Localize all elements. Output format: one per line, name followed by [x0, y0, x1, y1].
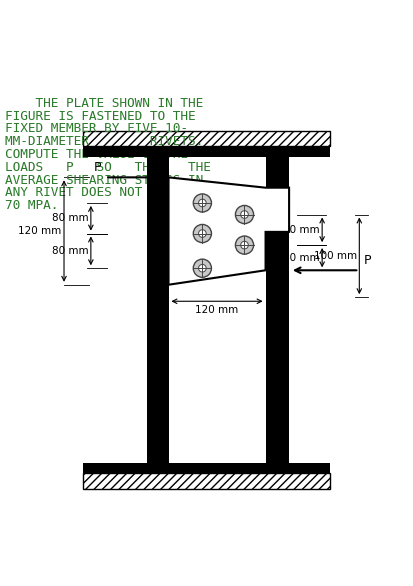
Text: P: P — [94, 161, 101, 174]
Text: LOADS   P   SO   THAT   THE: LOADS P SO THAT THE — [5, 161, 211, 174]
Bar — [83, 473, 330, 489]
Text: THE PLATE SHOWN IN THE: THE PLATE SHOWN IN THE — [5, 97, 203, 110]
Circle shape — [241, 211, 248, 219]
Text: 120 mm: 120 mm — [18, 226, 61, 236]
Circle shape — [199, 264, 206, 272]
Circle shape — [199, 230, 206, 237]
Text: 80 mm: 80 mm — [52, 246, 89, 256]
Text: COMPUTE THE VALUE OF THE: COMPUTE THE VALUE OF THE — [5, 148, 188, 161]
Text: AVERAGE SHEARING STRESS IN: AVERAGE SHEARING STRESS IN — [5, 173, 203, 187]
Text: 70 MPA.: 70 MPA. — [5, 199, 58, 212]
Bar — [266, 146, 289, 473]
Circle shape — [199, 199, 206, 207]
Text: 40 mm: 40 mm — [283, 253, 320, 263]
Text: 100 mm: 100 mm — [314, 251, 357, 261]
Circle shape — [235, 236, 254, 254]
Circle shape — [193, 194, 211, 212]
Text: FIGURE IS FASTENED TO THE: FIGURE IS FASTENED TO THE — [5, 110, 196, 122]
Text: 80 mm: 80 mm — [52, 213, 89, 223]
Bar — [147, 146, 169, 473]
Polygon shape — [169, 178, 289, 285]
Text: 120 mm: 120 mm — [195, 305, 239, 315]
Circle shape — [235, 206, 254, 224]
Bar — [83, 131, 330, 146]
Circle shape — [241, 241, 248, 249]
Circle shape — [193, 224, 211, 243]
Bar — [83, 146, 330, 156]
Text: MM-DIAMETER        RIVETS.: MM-DIAMETER RIVETS. — [5, 135, 203, 148]
Text: 40 mm: 40 mm — [283, 225, 320, 235]
Text: FIXED MEMBER BY FIVE 10-: FIXED MEMBER BY FIVE 10- — [5, 122, 188, 135]
Text: P: P — [363, 254, 371, 267]
Bar — [83, 463, 330, 473]
Circle shape — [193, 259, 211, 277]
Text: ANY RIVET DOES NOT EXCEED: ANY RIVET DOES NOT EXCEED — [5, 186, 196, 199]
